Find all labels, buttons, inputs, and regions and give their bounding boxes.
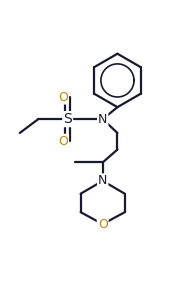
Text: O: O [98,218,108,231]
Text: N: N [98,113,107,126]
Text: O: O [58,135,68,148]
Text: N: N [98,174,107,187]
Text: S: S [63,112,72,126]
Text: O: O [58,90,68,103]
